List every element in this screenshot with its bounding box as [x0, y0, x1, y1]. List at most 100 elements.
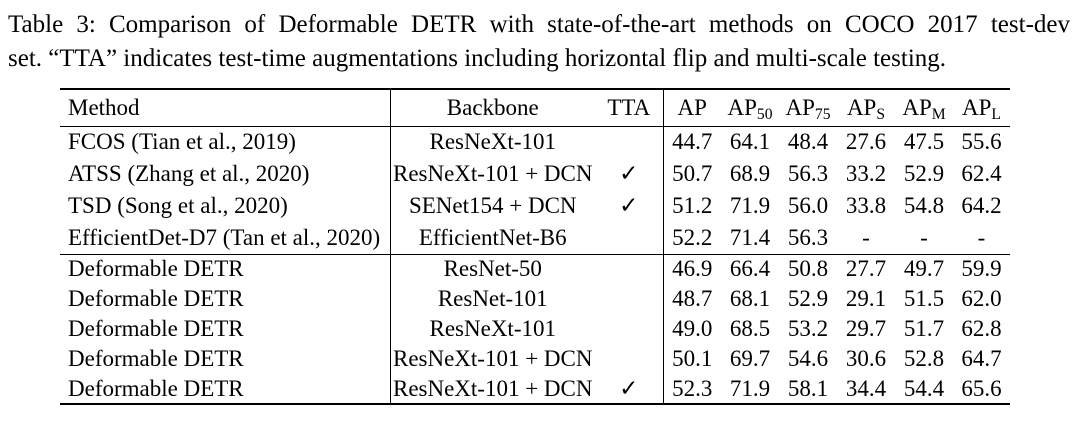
method-cell: Deformable DETR: [60, 284, 391, 314]
metric-cell: 49.0: [672, 316, 713, 341]
metric-cell: 52.3: [672, 375, 713, 401]
metric-label: AP: [727, 94, 757, 120]
metric-cell: 54.4: [903, 375, 945, 401]
metric-cell: 49.7: [903, 256, 945, 282]
metric-cell: 46.9: [672, 256, 713, 282]
metric-cell: 53.2: [787, 316, 829, 341]
method-cell: EfficientDet-D7 (Tan et al., 2020): [60, 222, 391, 254]
table-row: ATSS (Zhang et al., 2020) ResNeXt-101 + …: [60, 158, 1010, 190]
metric-cell: 68.9: [729, 161, 771, 186]
metric-cell: 44.7: [672, 129, 713, 155]
table-row: EfficientDet-D7 (Tan et al., 2020) Effic…: [60, 222, 1010, 254]
table-row: TSD (Song et al., 2020) SENet154 + DCN ✓…: [60, 190, 1010, 222]
backbone-cell: ResNeXt-101: [429, 316, 556, 341]
metric-cell: 47.5: [903, 129, 945, 155]
metric-cell: 62.0: [961, 286, 1002, 311]
metric-cell: -: [977, 224, 986, 250]
tta-checkmark-cell: [595, 344, 664, 374]
col-header-aps: APS: [837, 89, 895, 126]
metric-cell: 50.1: [672, 346, 713, 371]
metric-cell: 52.9: [787, 286, 829, 311]
col-header-apl: APL: [953, 89, 1010, 126]
backbone-cell: ResNeXt-101: [429, 129, 556, 155]
method-cell: TSD (Song et al., 2020): [60, 190, 391, 222]
metric-subscript: 75: [814, 105, 831, 123]
backbone-cell: ResNeXt-101 + DCN: [392, 161, 593, 186]
results-table: Method Backbone TTA AP AP50 AP75 APS APM…: [60, 88, 1010, 405]
metric-subscript: L: [991, 105, 1001, 123]
metric-cell: 56.3: [787, 161, 829, 186]
metric-cell: 71.9: [729, 193, 771, 218]
metric-cell: 51.5: [903, 286, 945, 311]
metric-cell: 68.1: [729, 286, 771, 311]
col-header-ap75: AP75: [779, 89, 837, 126]
metric-cell: 71.9: [729, 375, 771, 401]
metric-cell: 54.8: [903, 193, 945, 218]
col-header-tta: TTA: [595, 89, 664, 126]
metric-cell: 56.3: [787, 224, 829, 250]
table-row: Deformable DETR ResNeXt-101 49.0 68.5 53…: [60, 314, 1010, 344]
table-header: Method Backbone TTA AP AP50 AP75 APS APM…: [60, 89, 1010, 126]
header-row: Method Backbone TTA AP AP50 AP75 APS APM…: [60, 89, 1010, 126]
tta-checkmark-cell: [595, 254, 664, 284]
metric-cell: 27.6: [845, 129, 887, 155]
col-header-apm: APM: [895, 89, 953, 126]
col-header-ap50: AP50: [721, 89, 779, 126]
metric-subscript: M: [931, 105, 946, 123]
metric-cell: 62.8: [961, 316, 1002, 341]
metric-cell: 48.7: [672, 286, 713, 311]
metric-cell: 51.7: [903, 316, 945, 341]
metric-cell: 64.2: [961, 193, 1002, 218]
metric-cell: 52.2: [672, 224, 713, 250]
method-cell: Deformable DETR: [60, 344, 391, 374]
metric-cell: 65.6: [961, 375, 1002, 401]
caption-line: set. “TTA” indicates test-time augmentat…: [8, 45, 947, 72]
tta-checkmark-cell: [595, 126, 664, 158]
backbone-cell: EfficientNet-B6: [418, 224, 567, 250]
metric-cell: 64.7: [961, 346, 1002, 371]
metric-cell: 50.7: [672, 161, 713, 186]
metric-cell: 71.4: [729, 224, 771, 250]
metric-cell: 33.8: [845, 193, 887, 218]
metric-cell: 30.6: [845, 346, 887, 371]
metric-label: AP: [677, 94, 707, 120]
col-header-method: Method: [60, 89, 391, 126]
table-caption: Table 3: Comparison of Deformable DETR w…: [8, 8, 1070, 76]
metric-cell: 69.7: [729, 346, 771, 371]
tta-checkmark-cell: ✓: [595, 374, 664, 404]
metric-cell: 48.4: [787, 129, 829, 155]
method-cell: Deformable DETR: [60, 254, 391, 284]
metric-cell: 62.4: [961, 161, 1002, 186]
metric-cell: 29.7: [845, 316, 887, 341]
table-row: Deformable DETR ResNeXt-101 + DCN ✓ 52.3…: [60, 374, 1010, 404]
metric-cell: -: [862, 224, 870, 250]
tta-checkmark-cell: ✓: [595, 158, 664, 190]
competitor-methods-group: FCOS (Tian et al., 2019) ResNeXt-101 44.…: [60, 126, 1010, 254]
metric-label: AP: [846, 94, 877, 120]
metric-cell: 51.2: [672, 193, 713, 218]
table-row: Deformable DETR ResNet-50 46.9 66.4 50.8…: [60, 254, 1010, 284]
metric-cell: 55.6: [961, 129, 1002, 155]
tta-checkmark-cell: ✓: [595, 190, 664, 222]
tta-checkmark-cell: [595, 222, 664, 254]
metric-cell: 29.1: [845, 286, 887, 311]
metric-cell: 59.9: [961, 256, 1002, 282]
metric-cell: 58.1: [787, 375, 829, 401]
method-cell: ATSS (Zhang et al., 2020): [60, 158, 391, 190]
method-cell: Deformable DETR: [60, 374, 391, 404]
backbone-cell: ResNet-50: [443, 256, 542, 282]
metric-label: AP: [902, 94, 932, 120]
table-row: Deformable DETR ResNeXt-101 + DCN 50.1 6…: [60, 344, 1010, 374]
backbone-cell: ResNeXt-101 + DCN: [392, 375, 593, 401]
method-cell: FCOS (Tian et al., 2019): [60, 126, 391, 158]
metric-subscript: 50: [756, 105, 773, 123]
metric-cell: 54.6: [787, 346, 829, 371]
metric-cell: 56.0: [787, 193, 829, 218]
table-row: FCOS (Tian et al., 2019) ResNeXt-101 44.…: [60, 126, 1010, 158]
deformable-detr-group: Deformable DETR ResNet-50 46.9 66.4 50.8…: [60, 254, 1010, 404]
table-row: Deformable DETR ResNet-101 48.7 68.1 52.…: [60, 284, 1010, 314]
metric-cell: 52.8: [903, 346, 945, 371]
tta-checkmark-cell: [595, 284, 664, 314]
metric-cell: 27.7: [845, 256, 887, 282]
